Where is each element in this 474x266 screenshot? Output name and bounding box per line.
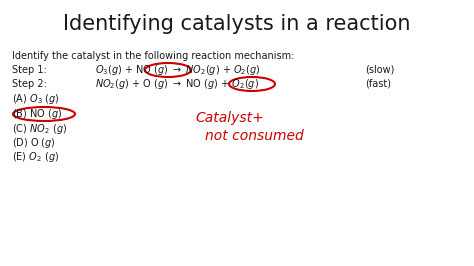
Text: (B) NO $(g)$: (B) NO $(g)$ xyxy=(12,107,63,121)
Text: (E) $O_2$ $(g)$: (E) $O_2$ $(g)$ xyxy=(12,150,59,164)
Text: Identifying catalysts in a reaction: Identifying catalysts in a reaction xyxy=(63,14,411,34)
Text: $O_3(g)$ + NO $(g)$ $\rightarrow$ $NO_2(g)$ + $O_2(g)$: $O_3(g)$ + NO $(g)$ $\rightarrow$ $NO_2(… xyxy=(95,63,261,77)
Text: (A) $O_3$ $(g)$: (A) $O_3$ $(g)$ xyxy=(12,92,60,106)
Text: (C) $NO_2$ $(g)$: (C) $NO_2$ $(g)$ xyxy=(12,122,67,136)
Text: $NO_2(g)$ + O $(g)$ $\rightarrow$ NO $(g)$ + $O_2(g)$: $NO_2(g)$ + O $(g)$ $\rightarrow$ NO $(g… xyxy=(95,77,259,91)
Text: Catalyst+: Catalyst+ xyxy=(195,111,264,125)
Text: Step 1:: Step 1: xyxy=(12,65,47,75)
Text: (fast): (fast) xyxy=(365,79,391,89)
Text: Identify the catalyst in the following reaction mechanism:: Identify the catalyst in the following r… xyxy=(12,51,294,61)
Text: (D) O $(g)$: (D) O $(g)$ xyxy=(12,136,56,150)
Text: not consumed: not consumed xyxy=(205,129,304,143)
Text: Step 2:: Step 2: xyxy=(12,79,47,89)
Text: (slow): (slow) xyxy=(365,65,394,75)
